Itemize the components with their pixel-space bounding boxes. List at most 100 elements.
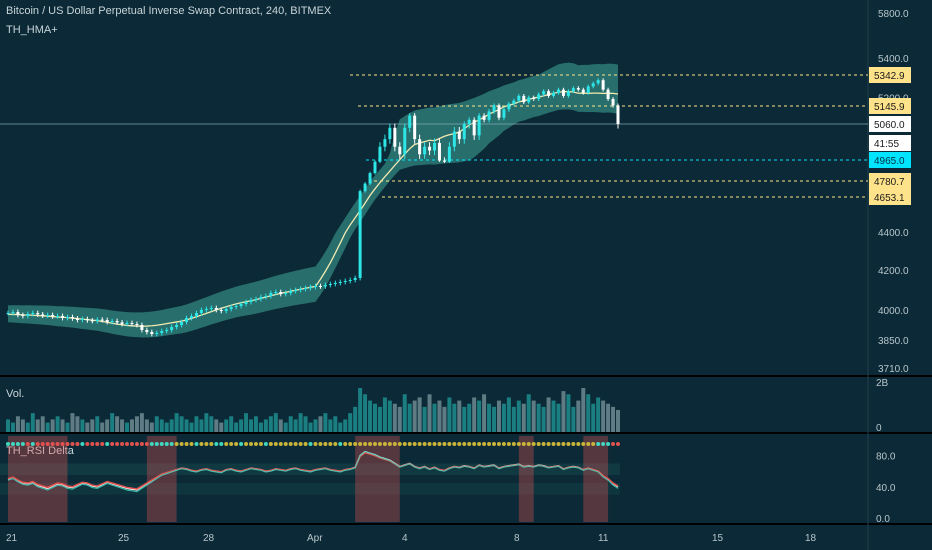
rsi-dot [372,442,377,446]
rsi-dot [437,442,442,446]
candle-body [467,119,471,124]
volume-bar [55,416,60,432]
chart-title: Bitcoin / US Dollar Perpetual Inverse Sw… [6,5,332,17]
volume-bar [377,406,382,432]
volume-bar [268,416,273,432]
candle-body [150,332,154,334]
volume-bar [368,400,373,432]
rsi-dot [189,442,194,446]
candle-body [601,80,605,90]
price-tag [869,116,911,132]
candle-body [358,191,362,278]
rsi-dot [80,442,85,446]
volume-bar [144,419,149,432]
volume-bar [487,403,492,432]
rsi-dot [239,442,244,446]
candle-body [566,91,570,96]
rsi-highlight-zone [355,436,400,522]
volume-bar [397,406,402,432]
rsi-dot [382,442,387,446]
rsi-dot [511,442,516,446]
volume-bar [278,419,283,432]
volume-bar [323,413,328,432]
rsi-dot [199,442,204,446]
candle-body [165,330,169,331]
candle-body [229,307,233,309]
rsi-dot [611,442,616,446]
candle-body [353,278,357,280]
rsi-dot [571,442,576,446]
candle-body [561,89,565,96]
volume-bar [432,403,437,432]
rsi-dot [412,442,417,446]
rsi-dot [20,442,25,446]
rsi-dot [249,442,254,446]
candle-body [105,320,109,322]
candle-body [502,109,506,118]
volume-bar [125,422,130,432]
rsi-dot [253,442,258,446]
rsi-tick-label: 0.0 [876,514,890,525]
rsi-dot [15,442,20,446]
candle-body [586,86,590,93]
volume-bar [174,413,179,432]
candle-body [437,142,441,161]
candle-body [234,306,238,307]
rsi-dot [125,442,130,446]
volume-bar [596,397,601,432]
candle-body [522,95,526,103]
volume-bar [422,406,427,432]
rsi-dot [149,442,154,446]
candle-body [85,319,89,321]
rsi-dot [487,442,492,446]
volume-bar [467,403,472,432]
candle-body [299,289,303,290]
candle-body [517,95,521,101]
rsi-dot [75,442,80,446]
rsi-dot [467,442,472,446]
x-tick-label: 25 [118,533,130,544]
rsi-dot [268,442,273,446]
rsi-dot [209,442,214,446]
candle-body [497,105,501,118]
rsi-dot [129,442,134,446]
candle-body [170,327,174,330]
rsi-dot [387,442,392,446]
rsi-dot [338,442,343,446]
volume-bar [501,403,506,432]
volume-bar [184,419,189,432]
rsi-highlight-zone [8,436,68,522]
candle-body [16,312,20,315]
volume-bar [229,416,234,432]
volume-bar [105,419,110,432]
volume-bar [204,413,209,432]
rsi-dot [392,442,397,446]
candle-body [46,315,50,316]
candle-body [51,315,55,317]
volume-bar [531,400,536,432]
volume-bar [457,400,462,432]
volume-bar [293,419,298,432]
volume-bar [333,416,338,432]
rsi-dot [457,442,462,446]
candle-body [398,146,402,155]
volume-bar [492,406,497,432]
rsi-dot [591,442,596,446]
candle-body [160,331,164,333]
rsi-band [0,463,620,476]
volume-bar [516,400,521,432]
candle-body [552,92,556,96]
volume-bar [571,406,576,432]
volume-bar [303,416,308,432]
rsi-dot [65,442,70,446]
rsi-dot [328,442,333,446]
candle-body [428,146,432,151]
candle-body [140,325,144,330]
volume-bar [20,419,25,432]
rsi-panel-label: TH_RSI Delta [6,445,74,457]
candle-body [313,286,317,287]
rsi-dot [100,442,105,446]
rsi-dot [60,442,65,446]
x-tick-label: 11 [598,533,609,544]
